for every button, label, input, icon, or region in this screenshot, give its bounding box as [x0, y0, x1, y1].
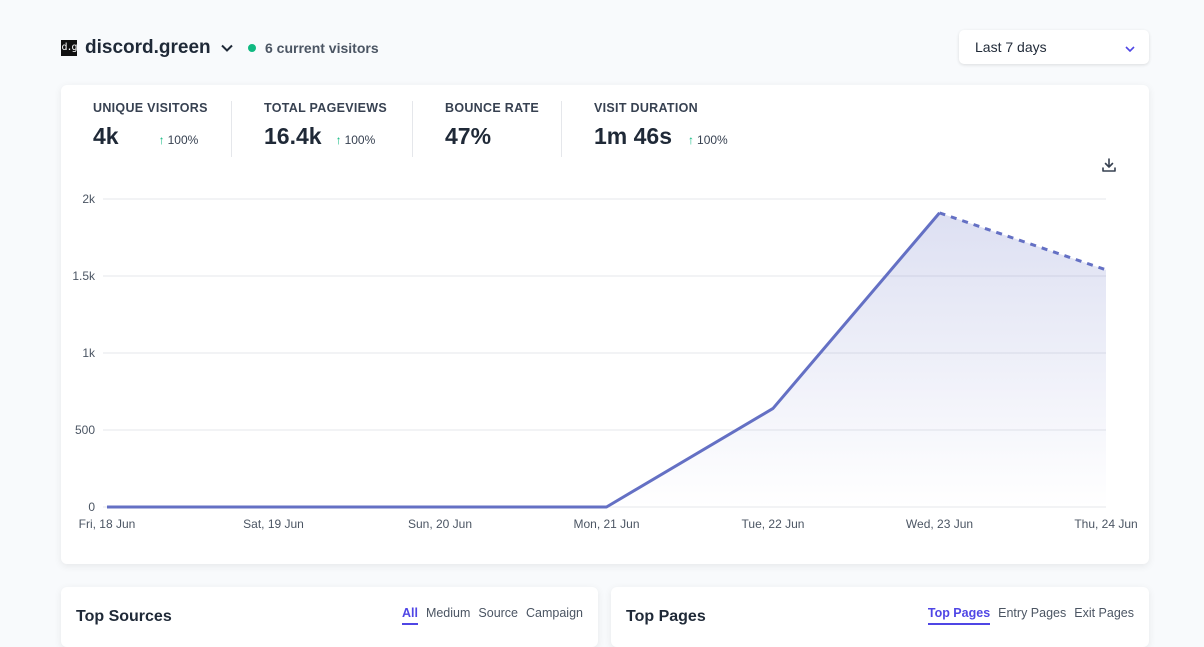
sources-tab-source[interactable]: Source — [478, 606, 519, 620]
series-line-partial — [939, 211, 1107, 272]
x-tick-label: Sat, 19 Jun — [243, 517, 304, 531]
stat-label: BOUNCE RATE — [445, 101, 540, 115]
main-graph-card: UNIQUE VISITORS 4k ↑ 100% TOTAL PAGEVIEWS… — [61, 85, 1149, 564]
arrow-up-icon: ↑ — [688, 133, 695, 147]
sources-tab-all[interactable]: All — [401, 606, 418, 625]
y-tick-label: 2k — [82, 192, 96, 206]
x-tick-label: Tue, 22 Jun — [742, 517, 805, 531]
top-sources-card: Top Sources All Medium Source Campaign — [61, 587, 598, 647]
chevron-down-icon — [1125, 39, 1135, 55]
stat-divider — [231, 101, 232, 157]
period-picker[interactable]: Last 7 days — [959, 30, 1149, 64]
top-pages-tabs: Top Pages Entry Pages Exit Pages — [920, 606, 1134, 625]
stat-total-pageviews[interactable]: TOTAL PAGEVIEWS 16.4k ↑ 100% — [264, 101, 387, 157]
live-dot-icon — [248, 44, 256, 52]
y-tick-label: 1.5k — [72, 269, 96, 283]
current-visitors[interactable]: 6 current visitors — [248, 30, 379, 66]
x-tick-label: Wed, 23 Jun — [906, 517, 973, 531]
stat-visit-duration[interactable]: VISIT DURATION 1m 46s ↑ 100% — [594, 101, 728, 157]
pages-tab-top-pages[interactable]: Top Pages — [927, 606, 991, 625]
site-switcher[interactable]: d.g discord.green — [61, 30, 233, 66]
x-tick-label: Fri, 18 Jun — [79, 517, 136, 531]
arrow-up-icon: ↑ — [158, 133, 165, 147]
stat-value: 47% — [445, 123, 492, 149]
period-label: Last 7 days — [975, 39, 1047, 55]
sources-tab-campaign[interactable]: Campaign — [526, 606, 583, 620]
site-favicon: d.g — [61, 40, 78, 56]
y-tick-label: 0 — [88, 500, 95, 514]
stat-divider — [561, 101, 562, 157]
x-tick-label: Thu, 24 Jun — [1074, 517, 1137, 531]
sources-tab-medium[interactable]: Medium — [425, 606, 471, 620]
stat-value: 16.4k — [264, 123, 322, 149]
stat-unique-visitors[interactable]: UNIQUE VISITORS 4k ↑ 100% — [93, 101, 208, 157]
header: d.g discord.green 6 current visitors Las… — [61, 30, 1149, 66]
download-icon[interactable] — [1101, 157, 1117, 178]
stat-label: UNIQUE VISITORS — [93, 101, 208, 115]
series-area — [107, 212, 1106, 508]
stat-value: 1m 46s — [594, 123, 673, 149]
stat-change: ↑ 100% — [688, 133, 728, 147]
pages-tab-entry-pages[interactable]: Entry Pages — [998, 606, 1067, 620]
chevron-down-icon[interactable] — [220, 44, 233, 52]
current-visitors-label: 6 current visitors — [265, 40, 379, 56]
y-tick-label: 1k — [82, 346, 96, 360]
series-line — [107, 211, 941, 509]
top-sources-tabs: All Medium Source Campaign — [394, 606, 583, 625]
y-tick-label: 500 — [75, 423, 95, 437]
stat-divider — [412, 101, 413, 157]
site-name[interactable]: discord.green — [85, 37, 211, 58]
stat-label: VISIT DURATION — [594, 101, 698, 115]
top-pages-card: Top Pages Top Pages Entry Pages Exit Pages — [611, 587, 1149, 647]
x-tick-label: Mon, 21 Jun — [573, 517, 639, 531]
stat-change: ↑ 100% — [335, 133, 376, 147]
top-pages-title: Top Pages — [626, 608, 706, 625]
pages-tab-exit-pages[interactable]: Exit Pages — [1074, 606, 1134, 620]
stat-label: TOTAL PAGEVIEWS — [264, 101, 388, 115]
x-tick-label: Sun, 20 Jun — [408, 517, 472, 531]
visitors-chart[interactable]: 0 500 1k 1.5k 2k Fri, 18 Jun Sat, 19 Jun Sun, 2… — [61, 85, 1149, 564]
stat-bounce-rate[interactable]: BOUNCE RATE 47% — [445, 101, 539, 157]
top-sources-title: Top Sources — [76, 608, 172, 625]
stat-value: 4k — [93, 123, 119, 149]
arrow-up-icon: ↑ — [335, 133, 342, 147]
stat-change: ↑ 100% — [158, 133, 199, 147]
